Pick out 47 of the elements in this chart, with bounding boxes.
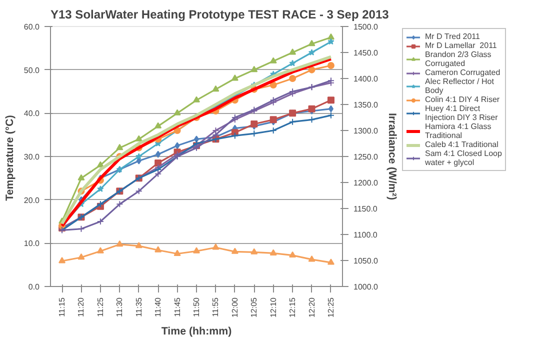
y-tick-label: 0.0: [28, 282, 40, 292]
legend-label: Mr D Tred 2011: [425, 32, 480, 41]
x-tick-label: 12:20: [307, 296, 316, 318]
legend-label: Cameron Corrugated: [425, 68, 500, 77]
y-tick-label: 40.0: [24, 109, 40, 118]
x-tick-label: 11:20: [76, 296, 86, 317]
y2-tick-label: 1050.0: [354, 256, 379, 266]
x-tick-label: 11:25: [96, 296, 105, 317]
legend-label: Alec Reflector / Hot Body: [425, 77, 494, 95]
legend-label: Mr D Lamellar 2011: [425, 41, 497, 50]
x-tick-label: 12:00: [230, 296, 240, 318]
y2-tick-label: 1200.0: [354, 178, 379, 188]
y2-tick-label: 1500.0: [354, 22, 379, 32]
x-tick-label: 12:10: [268, 296, 278, 318]
y-tick-label: 50.0: [24, 66, 40, 75]
y2-tick-label: 1100.0: [354, 230, 378, 240]
x-tick-label: 11:50: [192, 296, 201, 317]
x-tick-label: 12:25: [326, 296, 336, 318]
y-tick-label: 30.0: [24, 152, 40, 162]
legend-label: Colin 4:1 DIY 4 Riser: [425, 95, 500, 104]
y-axis-title: Temperature (°C): [4, 114, 16, 201]
x-axis-title: Time (hh:mm): [161, 326, 232, 338]
legend-label: Sam 4:1 Closed Loop water + glycol: [425, 149, 502, 167]
y2-tick-label: 1250.0: [354, 152, 379, 162]
legend-label: Hamiora 4:1 Glass Traditional: [425, 122, 492, 140]
x-tick-label: 11:55: [211, 296, 220, 317]
legend-label: Brandon 2/3 Glass Corrugated: [425, 50, 492, 68]
y-tick-label: 60.0: [24, 22, 40, 32]
x-tick-label: 11:35: [134, 296, 144, 317]
y2-tick-label: 1350.0: [354, 100, 379, 110]
chart-title: Y13 SolarWater Heating Prototype TEST RACE - 3 Sep 2013: [50, 8, 390, 22]
y-tick-label: 10.0: [24, 239, 40, 248]
x-tick-label: 11:30: [115, 296, 124, 317]
x-tick-label: 11:15: [58, 296, 67, 317]
legend-label: Caleb 4:1 Traditional: [425, 140, 498, 149]
y2-tick-label: 1400.0: [354, 74, 379, 84]
x-tick-label: 11:45: [172, 296, 182, 317]
legend-label: Huey 4:1 Direct Injection DIY 3 Riser: [425, 104, 498, 122]
y-tick-label: 20.0: [24, 196, 40, 205]
y2-tick-label: 1150.0: [354, 204, 378, 214]
x-tick-label: 12:05: [250, 296, 259, 318]
y2-tick-label: 1450.0: [354, 48, 379, 58]
y2-axis-title: Irradiance (W/m²): [386, 112, 398, 200]
y2-tick-label: 1300.0: [354, 126, 379, 136]
x-tick-label: 12:15: [288, 296, 298, 318]
x-tick-label: 11:40: [154, 296, 163, 317]
y2-tick-label: 1000.0: [354, 282, 379, 292]
